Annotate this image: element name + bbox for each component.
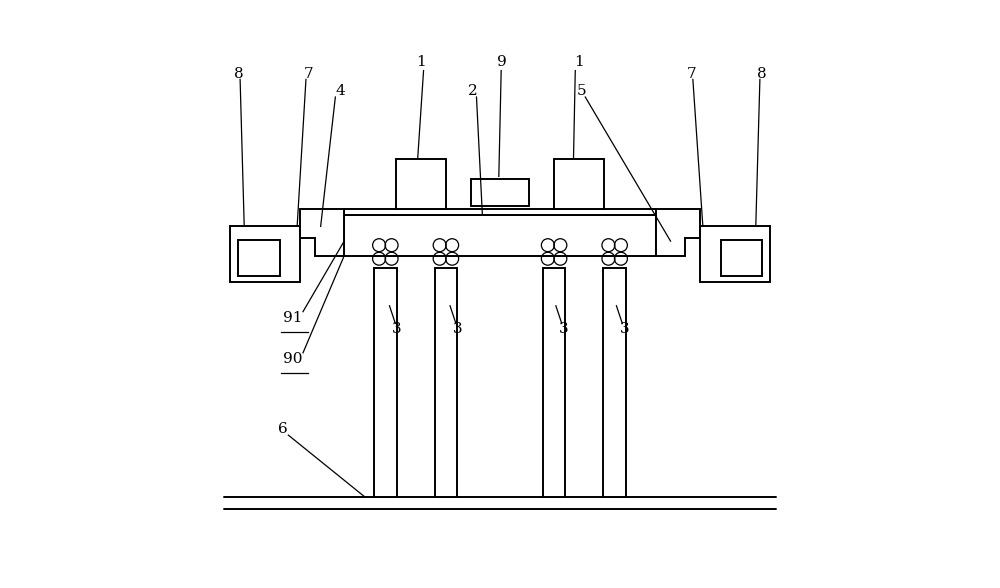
Text: 5: 5	[576, 84, 586, 98]
Bar	[238, 240, 280, 276]
Text: 4: 4	[335, 84, 345, 98]
Bar	[554, 159, 604, 209]
Bar	[435, 268, 457, 497]
Bar	[374, 268, 397, 497]
Polygon shape	[230, 209, 344, 282]
Text: 7: 7	[304, 66, 314, 81]
Text: 6: 6	[278, 422, 287, 436]
Bar	[720, 240, 762, 276]
Bar	[603, 268, 626, 497]
Text: 3: 3	[453, 322, 462, 336]
Text: 7: 7	[686, 66, 696, 81]
Text: 1: 1	[575, 55, 584, 69]
Text: 1: 1	[416, 55, 425, 69]
Text: 90: 90	[283, 352, 303, 366]
Bar	[396, 159, 446, 209]
Polygon shape	[656, 209, 770, 282]
Text: 91: 91	[283, 310, 303, 325]
Text: 3: 3	[392, 322, 402, 336]
Bar	[344, 209, 656, 215]
Bar	[344, 215, 656, 256]
Text: 3: 3	[620, 322, 629, 336]
Text: 8: 8	[234, 66, 243, 81]
Text: 2: 2	[467, 84, 477, 98]
Bar	[543, 268, 565, 497]
Text: 9: 9	[497, 55, 507, 69]
Text: 8: 8	[757, 66, 766, 81]
Text: 3: 3	[559, 322, 568, 336]
Bar	[471, 179, 529, 206]
